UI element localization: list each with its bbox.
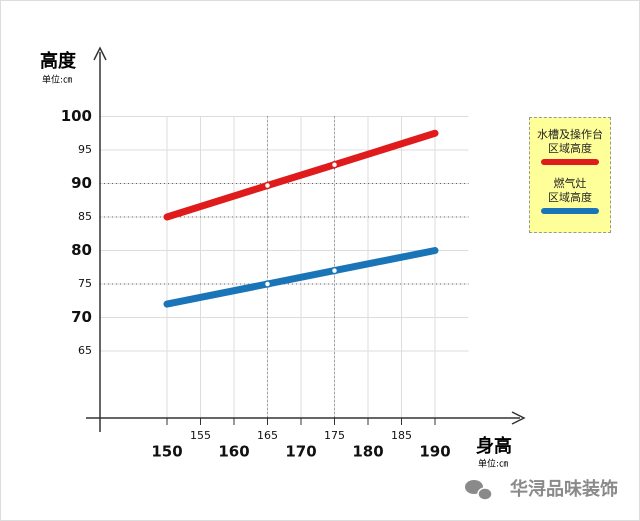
x-tick-label: 165: [257, 429, 278, 442]
x-tick-label: 180: [352, 443, 383, 461]
legend-entry: 水槽及操作台 区域高度: [530, 128, 610, 165]
x-tick-label: 175: [324, 429, 345, 442]
x-tick-label: 190: [419, 443, 450, 461]
marker: [330, 160, 339, 169]
x-tick-label: 185: [391, 429, 412, 442]
y-axis-label: 高度: [40, 50, 77, 72]
x-axis-unit: 单位:㎝: [478, 458, 508, 470]
x-axis-label: 身高: [476, 435, 512, 457]
wechat-icon: [465, 480, 493, 501]
watermark: 华浔品味装饰: [510, 478, 618, 500]
x-tick-label: 170: [285, 443, 316, 461]
y-axis-unit: 单位:㎝: [42, 74, 72, 86]
y-tick-label: 75: [78, 277, 92, 290]
y-tick-label: 70: [71, 308, 92, 326]
y-tick-label: 95: [78, 143, 92, 156]
y-tick-label: 80: [71, 241, 92, 259]
marker: [263, 280, 272, 288]
legend: 水槽及操作台 区域高度 燃气灶 区域高度: [529, 117, 611, 233]
y-tick-label: 90: [71, 174, 92, 192]
legend-label: 水槽及操作台 区域高度: [537, 128, 603, 155]
series-line: [163, 129, 439, 221]
series-line: [163, 247, 439, 308]
y-tick-label: 85: [78, 210, 92, 223]
x-tick-label: 155: [190, 429, 211, 442]
legend-label: 燃气灶 区域高度: [548, 177, 592, 204]
y-tick-label: 65: [78, 344, 92, 357]
legend-entry: 燃气灶 区域高度: [530, 177, 610, 214]
marker: [263, 181, 272, 190]
y-axis-arrow: [93, 46, 107, 61]
legend-swatch: [541, 208, 599, 214]
x-tick-label: 150: [151, 443, 182, 461]
x-axis-arrow: [511, 411, 526, 425]
x-tick-label: 160: [218, 443, 249, 461]
y-tick-label: 100: [61, 107, 92, 125]
marker: [330, 266, 339, 275]
legend-swatch: [541, 159, 599, 165]
